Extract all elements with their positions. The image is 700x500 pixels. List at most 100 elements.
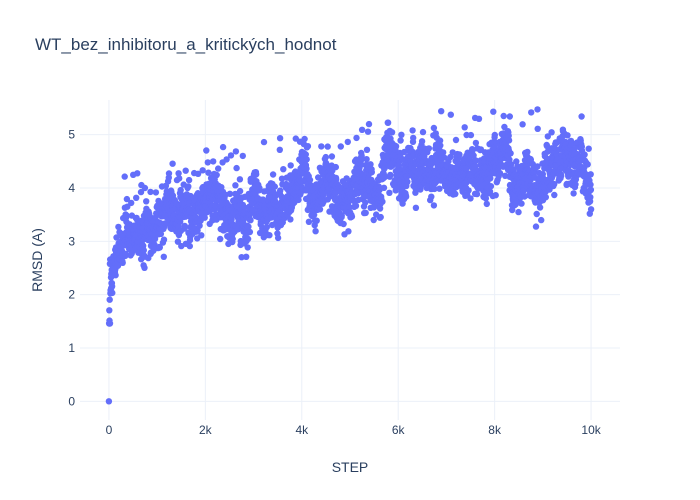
scatter-point: [199, 167, 206, 174]
scatter-point: [256, 184, 263, 192]
scatter-point: [269, 171, 277, 178]
scatter-point: [312, 228, 319, 235]
scatter-point: [303, 165, 310, 172]
scatter-point: [205, 169, 212, 176]
scatter-point: [581, 151, 588, 158]
scatter-point: [344, 138, 351, 146]
scatter-point: [430, 132, 437, 139]
y-tick-label: 2: [68, 288, 75, 302]
chart-title: WT_bez_inhibitoru_a_kritických_hodnot: [35, 35, 337, 54]
scatter-point: [492, 192, 499, 199]
scatter-point: [340, 220, 347, 228]
x-tick-label: 8k: [488, 423, 502, 437]
scatter-point: [534, 125, 541, 132]
scatter-point: [472, 157, 479, 164]
scatter-point: [134, 170, 141, 177]
scatter-point: [105, 398, 113, 405]
scatter-point: [243, 253, 250, 260]
y-tick-label: 3: [68, 234, 75, 248]
scatter-point: [501, 123, 508, 131]
scatter-point: [157, 230, 165, 238]
scatter-point: [363, 156, 370, 163]
scatter-point: [128, 199, 135, 207]
scatter-point: [475, 115, 483, 123]
scatter-point: [191, 169, 198, 177]
scatter-point: [239, 152, 246, 160]
scatter-point: [143, 198, 150, 205]
scatter-point: [332, 190, 339, 197]
scatter-point: [238, 254, 245, 261]
scatter-point: [328, 153, 336, 160]
scatter-point: [219, 143, 227, 151]
scatter-point: [506, 113, 513, 120]
scatter-point: [337, 143, 344, 150]
scatter-point: [278, 175, 286, 182]
scatter-point: [106, 320, 114, 327]
x-tick-label: 2k: [199, 423, 213, 437]
scatter-point: [274, 234, 282, 242]
scatter-point: [362, 209, 369, 217]
scatter-point: [122, 250, 129, 258]
scatter-point: [490, 108, 497, 115]
scatter-point: [152, 189, 160, 196]
scatter-point: [141, 264, 148, 271]
scatter-point: [169, 160, 176, 167]
scatter-point: [338, 212, 345, 219]
scatter-point: [587, 181, 594, 188]
scatter-point: [513, 158, 520, 165]
scatter-point: [364, 128, 372, 135]
scatter-point: [165, 170, 173, 177]
scatter-point: [367, 161, 374, 168]
scatter-point: [428, 193, 435, 200]
scatter-point: [266, 232, 273, 239]
scatter-point: [295, 196, 302, 204]
scatter-point: [572, 181, 579, 188]
scatter-point: [577, 136, 584, 143]
x-tick-label: 6k: [392, 423, 406, 437]
y-tick-label: 0: [68, 394, 75, 408]
scatter-point: [410, 134, 417, 142]
scatter-point: [140, 247, 147, 254]
scatter-point: [287, 162, 294, 169]
scatter-point: [436, 185, 443, 192]
scatter-point: [524, 148, 531, 156]
scatter-point: [217, 235, 224, 243]
scatter-point: [322, 153, 329, 161]
scatter-point: [304, 143, 312, 150]
scatter-point: [353, 134, 360, 142]
scatter-point: [377, 213, 384, 221]
scatter-point: [430, 124, 438, 132]
scatter-point: [401, 148, 408, 156]
scatter-point: [452, 190, 459, 198]
scatter-point: [253, 171, 260, 178]
y-axis-title: RMSD (A): [29, 228, 45, 292]
scatter-point: [260, 138, 268, 146]
plot-background: [80, 100, 620, 420]
scatter-point: [138, 181, 145, 189]
scatter-point: [587, 206, 595, 213]
scatter-point: [203, 147, 210, 154]
scatter-point: [185, 183, 192, 190]
scatter-point: [419, 128, 427, 136]
scatter-point: [198, 232, 205, 239]
scatter-point: [232, 182, 239, 189]
scatter-point: [363, 146, 371, 153]
scatter-point: [467, 195, 474, 202]
scatter-point: [397, 137, 404, 144]
scatter-point: [277, 187, 284, 194]
scatter-point: [215, 165, 222, 172]
scatter-point: [412, 204, 420, 211]
scatter-point: [119, 259, 126, 266]
scatter-point: [303, 156, 310, 163]
scatter-point: [548, 129, 555, 136]
x-axis-ticks: 0 2k 4k 6k 8k 10k: [106, 423, 602, 437]
scatter-point: [299, 150, 306, 157]
scatter-point: [515, 208, 522, 216]
y-tick-label: 1: [68, 341, 75, 355]
scatter-point: [370, 216, 377, 224]
scatter-point: [247, 217, 254, 224]
scatter-point: [108, 283, 116, 290]
scatter-point: [244, 244, 251, 251]
scatter-point: [211, 176, 218, 183]
scatter-point: [276, 135, 284, 142]
